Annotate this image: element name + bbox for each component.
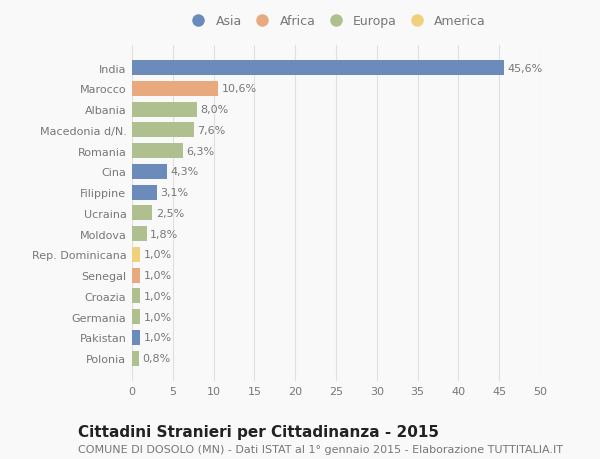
- Text: 10,6%: 10,6%: [222, 84, 257, 94]
- Bar: [132, 351, 139, 366]
- Text: 1,0%: 1,0%: [143, 250, 172, 260]
- Bar: [132, 123, 194, 138]
- Text: 4,3%: 4,3%: [170, 167, 199, 177]
- Bar: [132, 309, 140, 325]
- Legend: Asia, Africa, Europa, America: Asia, Africa, Europa, America: [186, 15, 486, 28]
- Bar: [132, 185, 157, 200]
- Text: 45,6%: 45,6%: [508, 64, 542, 73]
- Bar: [132, 268, 140, 283]
- Bar: [132, 82, 218, 97]
- Bar: [132, 206, 152, 221]
- Bar: [132, 227, 146, 241]
- Text: 8,0%: 8,0%: [200, 105, 229, 115]
- Text: 1,0%: 1,0%: [143, 270, 172, 280]
- Text: 0,8%: 0,8%: [142, 353, 170, 363]
- Text: 7,6%: 7,6%: [197, 126, 226, 136]
- Text: 2,5%: 2,5%: [155, 208, 184, 218]
- Bar: [132, 144, 184, 159]
- Bar: [132, 102, 197, 118]
- Text: 1,0%: 1,0%: [143, 291, 172, 301]
- Bar: [132, 330, 140, 345]
- Bar: [132, 289, 140, 304]
- Text: 3,1%: 3,1%: [161, 188, 188, 198]
- Text: 1,0%: 1,0%: [143, 312, 172, 322]
- Bar: [132, 165, 167, 179]
- Bar: [132, 61, 504, 76]
- Text: 6,3%: 6,3%: [187, 146, 215, 157]
- Bar: [132, 247, 140, 262]
- Text: Cittadini Stranieri per Cittadinanza - 2015: Cittadini Stranieri per Cittadinanza - 2…: [78, 425, 439, 440]
- Text: 1,0%: 1,0%: [143, 333, 172, 342]
- Text: 1,8%: 1,8%: [150, 229, 178, 239]
- Text: COMUNE DI DOSOLO (MN) - Dati ISTAT al 1° gennaio 2015 - Elaborazione TUTTITALIA.: COMUNE DI DOSOLO (MN) - Dati ISTAT al 1°…: [78, 444, 563, 454]
